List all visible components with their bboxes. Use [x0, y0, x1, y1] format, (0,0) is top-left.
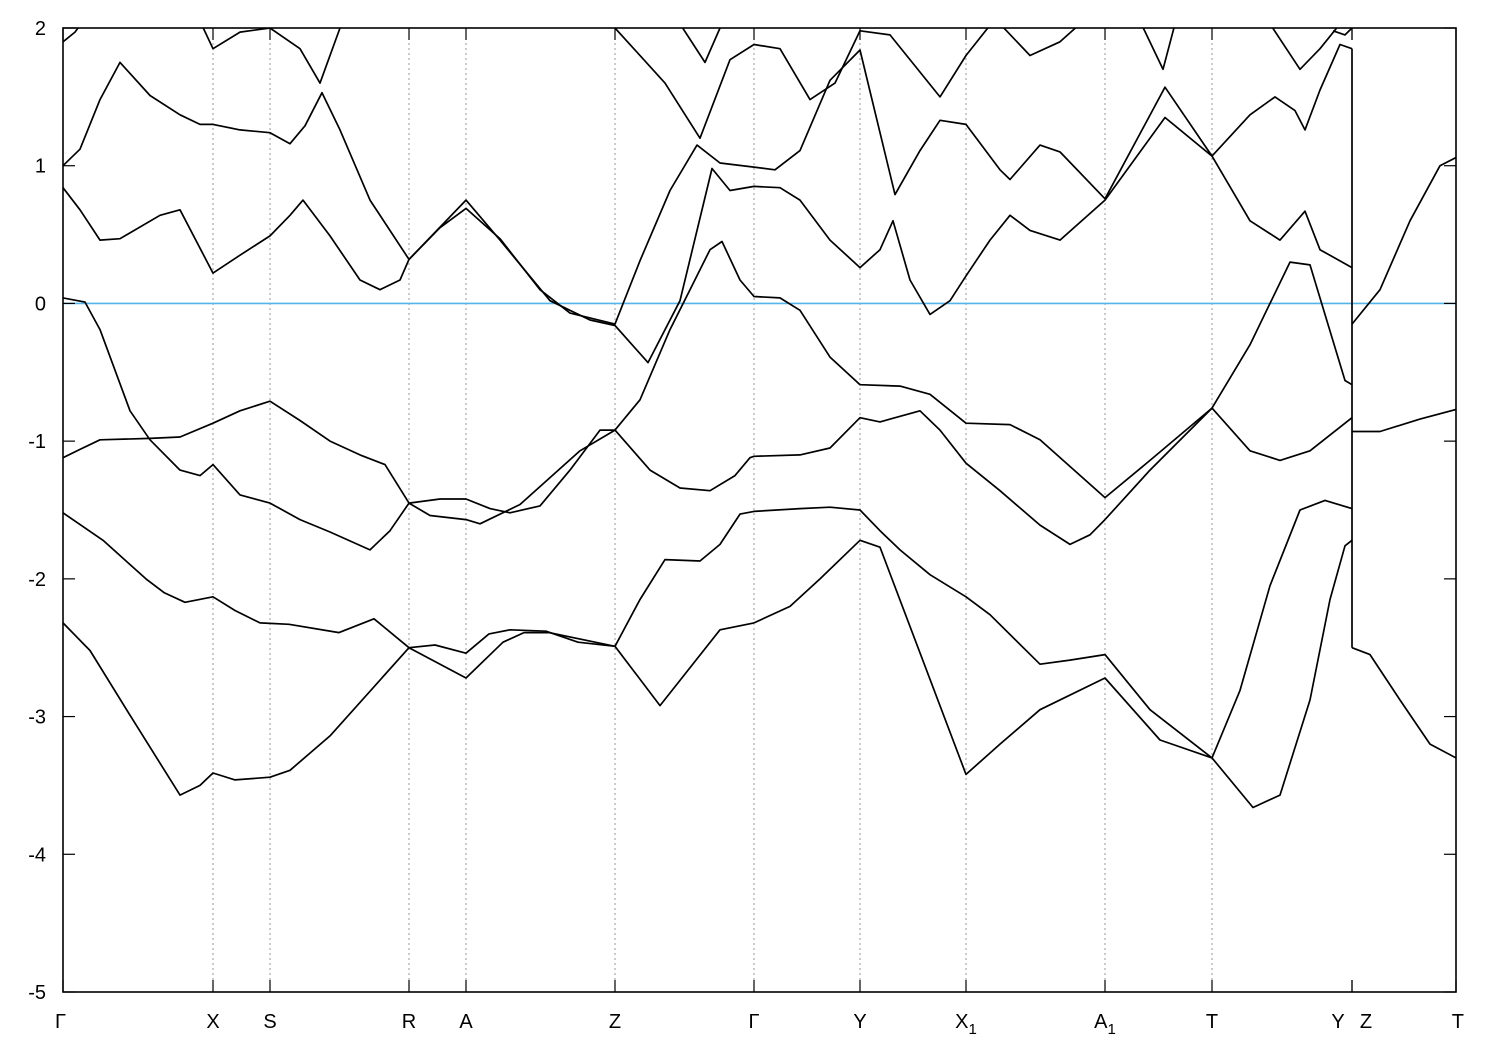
plot-border	[62, 27, 1457, 993]
x-tick-label: Γ	[748, 1011, 759, 1033]
band-line-15	[1271, 28, 1338, 71]
grid-lines	[63, 28, 1456, 992]
band-line-0	[63, 539, 1353, 809]
x-tick-label-subscript: 1	[1108, 1021, 1116, 1038]
x-tick-label: T	[1452, 1011, 1464, 1033]
y-tick-label: -5	[28, 982, 46, 1004]
y-tick-label: -1	[28, 431, 46, 453]
x-tick-label-subscript: 1	[969, 1021, 977, 1038]
x-tick-label: X1	[955, 1011, 977, 1038]
x-tick-label: X	[206, 1011, 219, 1033]
band-line-10	[202, 28, 341, 84]
y-axis: 2 1 0 -1 -2 -3 -4 -5	[28, 18, 1456, 1004]
x-tick-label-main: A	[1094, 1011, 1108, 1033]
band-line-9	[63, 28, 80, 43]
y-tick-label: 0	[35, 293, 46, 315]
band-line-1	[1351, 646, 1456, 759]
y-tick-label: -2	[28, 569, 46, 591]
plot-frame	[62, 27, 1457, 993]
band-line-2	[63, 499, 1353, 759]
x-tick-label: Z	[1360, 1011, 1372, 1033]
x-tick-label: Z	[609, 1011, 621, 1033]
band-line-5	[63, 240, 1353, 551]
x-tick-label: Γ	[55, 1011, 66, 1033]
band-line-7	[63, 116, 1353, 364]
band-line-16	[1332, 28, 1353, 36]
band-line-12	[681, 28, 721, 64]
x-tick-label: S	[263, 1011, 276, 1033]
x-tick-label-main: S	[263, 1011, 276, 1033]
band-line-14	[1142, 28, 1175, 71]
x-tick-label-main: Z	[609, 1011, 621, 1033]
x-tick-label: A	[459, 1011, 473, 1033]
y-tick-label: -4	[28, 844, 46, 866]
x-tick-label: T	[1206, 1011, 1218, 1033]
y-tick-label: -3	[28, 707, 46, 729]
band-line-13	[1002, 28, 1077, 57]
x-tick-label-main: A	[459, 1011, 473, 1033]
y-tick-label: 2	[35, 18, 46, 40]
x-tick-label: R	[402, 1011, 416, 1033]
x-tick-label-main: Y	[1331, 1011, 1344, 1033]
band-line-3	[1352, 408, 1456, 433]
bands	[63, 28, 1456, 809]
x-tick-label-main: Γ	[55, 1011, 66, 1033]
x-tick-label-main: Z	[1360, 1011, 1372, 1033]
x-axis: Γ X S R A Z Γ Y X1 A1 T Y Z T	[55, 28, 1464, 1038]
band-line-4	[63, 400, 1353, 546]
x-tick-label-main: R	[402, 1011, 416, 1033]
x-tick-label-main: Γ	[748, 1011, 759, 1033]
x-tick-label-main: X	[206, 1011, 219, 1033]
band-line-8	[63, 43, 1353, 325]
x-tick-label: Y	[853, 1011, 866, 1033]
x-tick-label-main: X	[955, 1011, 968, 1033]
band-line-11	[614, 28, 989, 140]
y-tick-label: 1	[35, 156, 46, 178]
x-tick-label-main: T	[1206, 1011, 1218, 1033]
band-line-6	[1351, 156, 1456, 325]
x-tick-label: A1	[1094, 1011, 1116, 1038]
x-tick-label-main: T	[1452, 1011, 1464, 1033]
x-tick-label: Y	[1331, 1011, 1344, 1033]
x-tick-label-main: Y	[853, 1011, 866, 1033]
